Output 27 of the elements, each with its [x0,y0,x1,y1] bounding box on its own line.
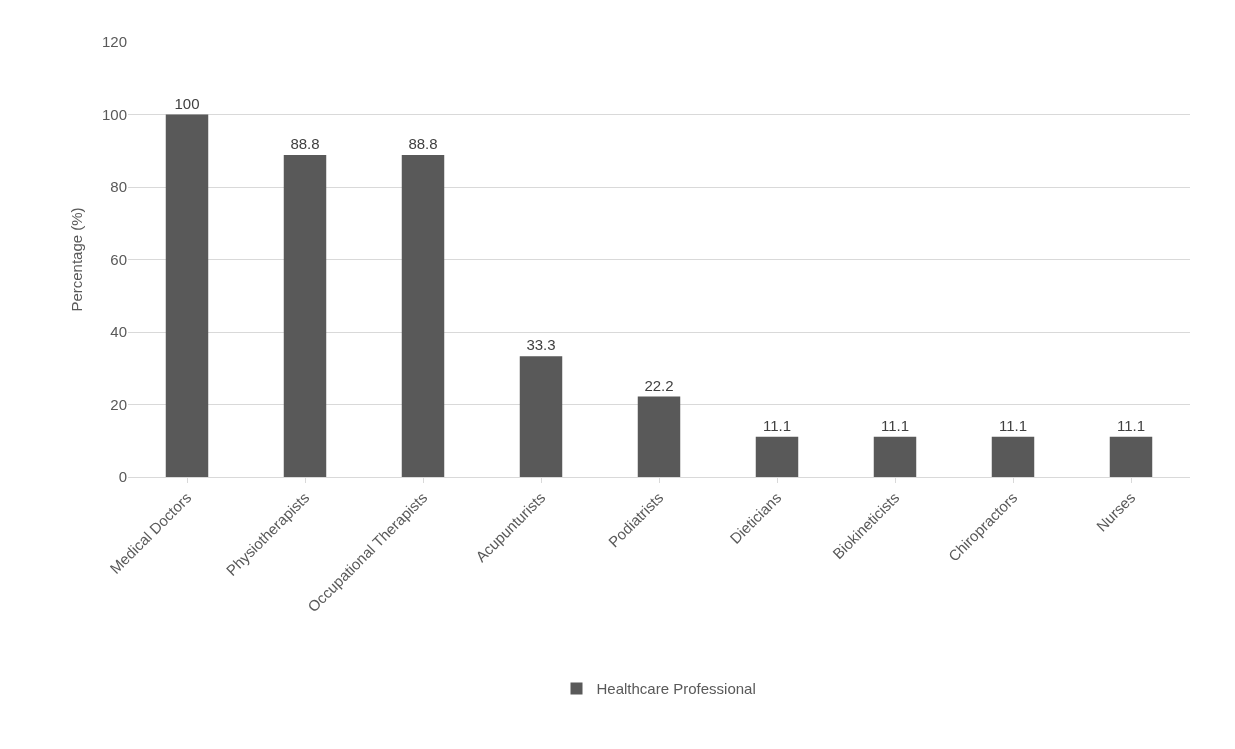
data-label: 88.8 [408,135,438,153]
y-axis-title: Percentage (%) [68,207,86,312]
data-label: 88.8 [290,135,320,153]
data-label: 11.1 [998,416,1028,434]
bar [1109,436,1153,477]
bar [873,436,917,477]
y-tick-label: 120 [101,33,127,51]
y-tick-label: 0 [118,468,127,486]
bar [519,356,563,477]
y-tick-label: 100 [101,105,127,123]
data-label: 11.1 [1116,416,1146,434]
y-tick-label: 80 [110,178,127,196]
data-label: 11.1 [880,416,910,434]
data-label: 22.2 [644,376,674,394]
bar [991,436,1035,477]
bar [283,155,327,477]
y-tick-label: 60 [110,250,127,268]
y-tick-label: 40 [110,323,127,341]
bar [755,436,799,477]
data-label: 11.1 [762,416,792,434]
y-tick-label: 20 [110,395,127,413]
bar [401,155,445,477]
legend-label: Healthcare Professional [596,680,756,698]
data-label: 33.3 [526,336,556,354]
bar [637,396,681,477]
data-label: 100 [174,94,200,112]
bar [165,114,209,477]
